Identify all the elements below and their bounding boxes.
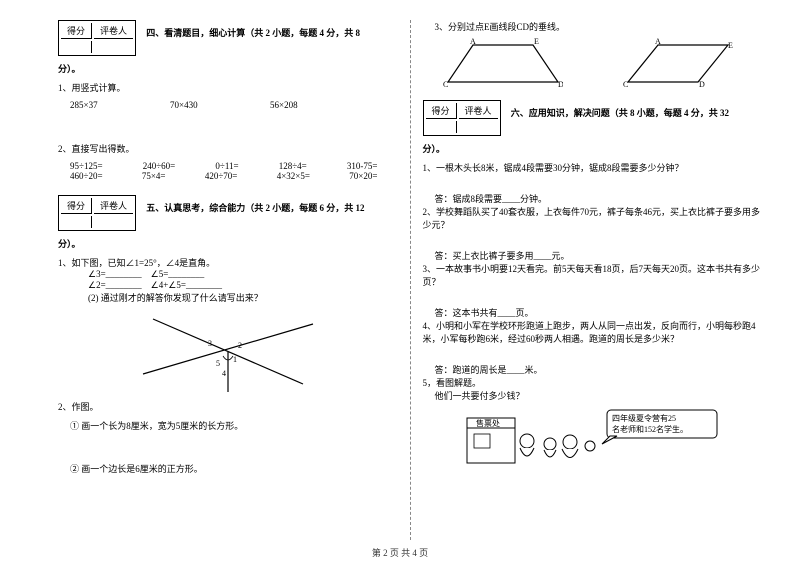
expr: 70×20= (349, 171, 377, 181)
svg-text:4: 4 (222, 369, 226, 378)
section-4-header: 得分 评卷人 四、看清题目，细心计算（共 2 小题，每题 4 分，共 8 (58, 20, 398, 56)
section-6-title2: 分）。 (423, 142, 763, 155)
a6-4: 答：跑道的周长是____米。 (423, 363, 763, 376)
page-footer: 第 2 页 共 4 页 (0, 546, 800, 559)
a6-3: 答：这本书共有____页。 (423, 306, 763, 319)
svg-text:A: A (655, 37, 661, 46)
score-label: 得分 (61, 198, 92, 214)
section-4-title2: 分）。 (58, 62, 398, 75)
a6-1: 答：锯成8段需要____分钟。 (423, 192, 763, 205)
expr: 70×430 (170, 100, 270, 110)
blank: ∠4+∠5=________ (151, 280, 222, 290)
q6-3: 3、一本故事书小明要12天看完。前5天每天看18页，后7天每天20页。这本书共有… (423, 262, 763, 288)
svg-text:E: E (728, 41, 733, 50)
q6-5: 5，看图解题。 (423, 376, 763, 389)
section-5-title2: 分）。 (58, 237, 398, 250)
expr: 4×32×5= (277, 171, 310, 181)
expr: 240÷60= (143, 161, 176, 171)
q-perp: 3、分别过点E画线段CD的垂线。 (423, 20, 763, 33)
sign-text: 售票处 (476, 418, 500, 428)
q5-1-sub2: (2) 通过刚才的解答你发现了什么请写出来？ (88, 291, 398, 304)
score-label: 得分 (426, 103, 457, 119)
svg-text:2: 2 (238, 341, 242, 350)
angle-diagram: 3 2 1 5 4 (58, 304, 398, 396)
q6-4: 4、小明和小军在学校环形跑道上跑步，两人从同一点出发，反向而行，小明每秒跑4米，… (423, 319, 763, 345)
q6-2: 2、学校舞蹈队买了40套衣服，上衣每件70元，裤子每条46元，买上衣比裤子要多用… (423, 205, 763, 231)
score-box-5: 得分 评卷人 (58, 195, 136, 231)
svg-text:C: C (623, 80, 628, 89)
column-divider (410, 20, 411, 540)
illustration: 售票处 四年级夏令营有25 名老师和152名学生。 (423, 406, 763, 466)
q4-2-row1: 95÷125= 240÷60= 0÷11= 128÷4= 310-75= (58, 161, 398, 171)
section-6-header: 得分 评卷人 六、应用知识，解决问题（共 8 小题，每题 4 分，共 32 (423, 100, 763, 136)
score-label: 得分 (61, 23, 92, 39)
svg-text:3: 3 (208, 339, 212, 348)
section-5-title: 五、认真思考，综合能力（共 2 小题，每题 6 分，共 12 (146, 195, 364, 214)
grader-label: 评卷人 (459, 103, 498, 119)
label-A: A (470, 37, 476, 46)
q6-5b: 他们一共要付多少钱？ (423, 389, 763, 402)
blank: ∠2=________ (88, 280, 142, 290)
bubble-line2: 名老师和152名学生。 (612, 424, 688, 434)
section-6-title: 六、应用知识，解决问题（共 8 小题，每题 4 分，共 32 (511, 100, 729, 119)
blank: ∠5=________ (151, 269, 205, 279)
expr: 285×37 (70, 100, 170, 110)
trapezoid-icon: A E C D (443, 37, 563, 92)
q5-2: 2、作图。 (58, 400, 398, 413)
q4-1-row: 285×37 70×430 56×208 (58, 100, 398, 110)
expr: 310-75= (347, 161, 378, 171)
svg-text:1: 1 (233, 355, 237, 364)
expr: 460÷20= (70, 171, 103, 181)
q4-2: 2、直接写出得数。 (58, 142, 398, 155)
expr: 75×4= (142, 171, 166, 181)
expr: 420÷70= (205, 171, 238, 181)
score-box-4: 得分 评卷人 (58, 20, 136, 56)
svg-text:D: D (699, 80, 705, 89)
expr: 0÷11= (215, 161, 238, 171)
q6-1: 1、一根木头长8米，锯成4段需要30分钟，锯成8段需要多少分钟？ (423, 161, 763, 174)
bubble-line1: 四年级夏令营有25 (612, 413, 676, 423)
q5-1: 1、如下图，已知∠1=25°，∠4是直角。 (58, 256, 398, 269)
parallelogram-icon: A E C D (623, 37, 733, 92)
right-column: 3、分别过点E画线段CD的垂线。 A E C D A E C D 得分 评卷人 (415, 20, 771, 540)
expr: 95÷125= (70, 161, 103, 171)
q5-2a: ① 画一个长为8厘米，宽为5厘米的长方形。 (58, 419, 398, 432)
q4-2-row2: 460÷20= 75×4= 420÷70= 4×32×5= 70×20= (58, 171, 398, 181)
score-box-6: 得分 评卷人 (423, 100, 501, 136)
shapes-row: A E C D A E C D (423, 37, 763, 92)
expr: 56×208 (270, 100, 370, 110)
section-4-title: 四、看清题目，细心计算（共 2 小题，每题 4 分，共 8 (146, 20, 360, 39)
blank: ∠3=________ (88, 269, 142, 279)
label-D: D (558, 80, 563, 89)
q5-2b: ② 画一个边长是6厘米的正方形。 (58, 462, 398, 475)
label-C: C (443, 80, 448, 89)
section-5-header: 得分 评卷人 五、认真思考，综合能力（共 2 小题，每题 6 分，共 12 (58, 195, 398, 231)
grader-label: 评卷人 (94, 23, 133, 39)
expr: 128÷4= (279, 161, 307, 171)
svg-text:5: 5 (216, 359, 220, 368)
left-column: 得分 评卷人 四、看清题目，细心计算（共 2 小题，每题 4 分，共 8 分）。… (50, 20, 406, 540)
q4-1: 1、用竖式计算。 (58, 81, 398, 94)
a6-2: 答：买上衣比裤子要多用____元。 (423, 249, 763, 262)
label-E: E (534, 37, 539, 46)
grader-label: 评卷人 (94, 198, 133, 214)
